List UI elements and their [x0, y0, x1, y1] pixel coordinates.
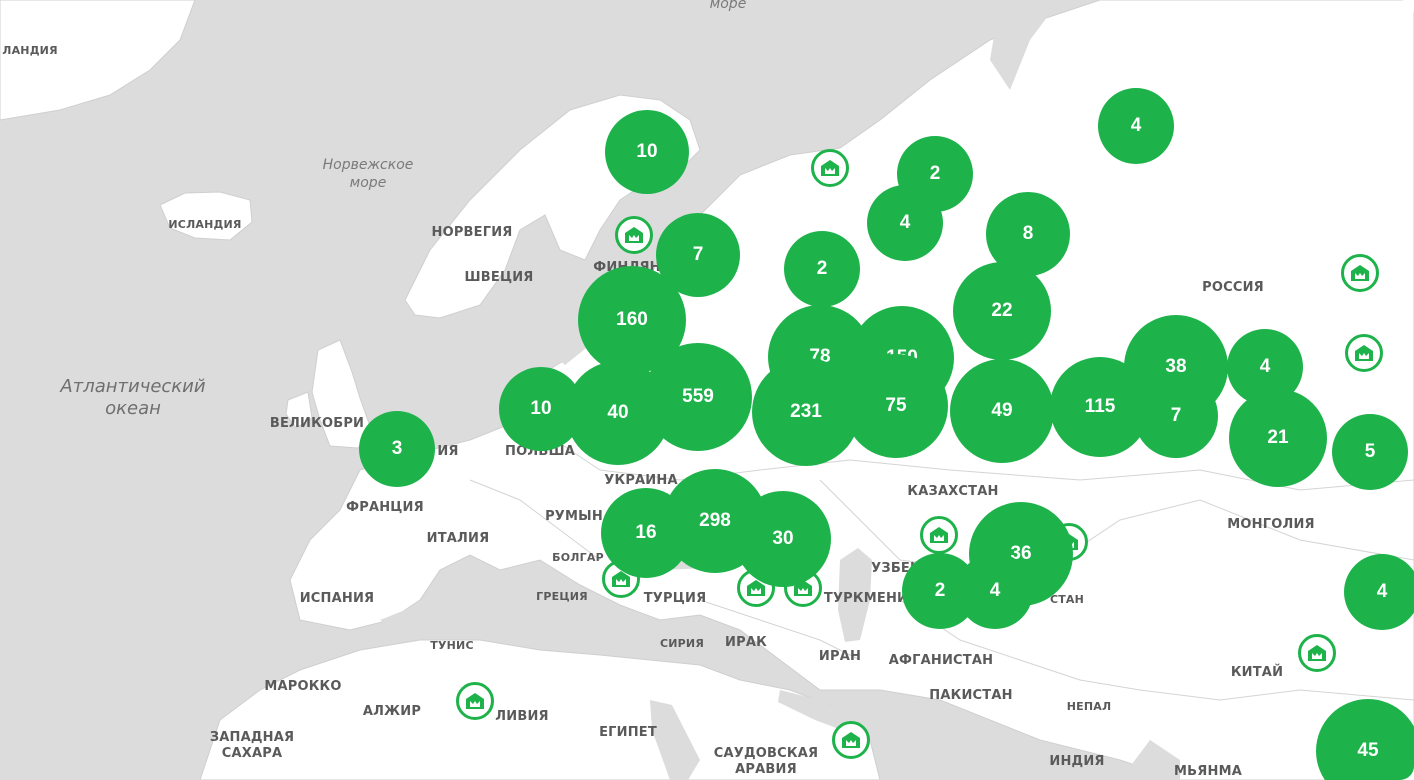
country-label-mongolia: МОНГОЛИЯ: [1227, 517, 1315, 532]
country-label-china: КИТАЙ: [1230, 665, 1284, 680]
country-label-greece: ГРЕЦИЯ: [536, 590, 588, 603]
store-icon: [612, 571, 630, 587]
cluster-c-4-far-east[interactable]: 4: [1344, 554, 1414, 630]
country-label-tunisia: ТУНИС: [430, 639, 474, 652]
cluster-c-22[interactable]: 22: [953, 262, 1051, 360]
country-label-turkmenistan: ТУРКМЕНИ: [823, 591, 909, 606]
country-label-afghanistan: АФГАНИСТАН: [888, 653, 994, 668]
country-label-egypt: ЕГИПЕТ: [599, 725, 657, 740]
cluster-c-2-center[interactable]: 2: [784, 231, 860, 307]
country-label-iceland: ИСЛАНДИЯ: [168, 218, 242, 231]
store-icon: [842, 732, 860, 748]
country-label-india: ИНДИЯ: [1049, 754, 1105, 769]
country-label-w-sahara: ЗАПАДНАЯ САХАРА: [209, 730, 295, 761]
country-label-sweden: ШВЕЦИЯ: [464, 270, 534, 285]
country-label-algeria: АЛЖИР: [362, 704, 422, 719]
store-marker-m-5[interactable]: [920, 516, 958, 554]
country-label-iran: ИРАН: [818, 649, 862, 664]
cluster-c-21[interactable]: 21: [1229, 389, 1327, 487]
store-marker-m-3[interactable]: [1341, 254, 1379, 292]
store-icon: [1308, 645, 1326, 661]
store-icon: [625, 227, 643, 243]
cluster-c-49[interactable]: 49: [950, 359, 1054, 463]
cluster-c-10-north[interactable]: 10: [605, 110, 689, 194]
country-label-uk: ВЕЛИКОБРИ: [269, 416, 365, 431]
cluster-c-4-north[interactable]: 4: [867, 185, 943, 261]
cluster-c-75[interactable]: 75: [844, 354, 948, 458]
store-marker-m-12[interactable]: [832, 721, 870, 759]
store-icon: [466, 693, 484, 709]
cluster-c-40[interactable]: 40: [566, 361, 670, 465]
store-marker-m-2[interactable]: [615, 216, 653, 254]
cluster-c-45[interactable]: 45: [1316, 699, 1414, 780]
cluster-c-231[interactable]: 231: [752, 358, 860, 466]
cluster-c-5[interactable]: 5: [1332, 414, 1408, 490]
country-label-nepal: НЕПАЛ: [1066, 700, 1112, 713]
sea-label-sea-norwegian: Норвежское море: [322, 157, 414, 191]
store-icon: [930, 527, 948, 543]
country-label-turkey: ТУРЦИЯ: [643, 591, 707, 606]
country-label-libya: ЛИВИЯ: [495, 709, 549, 724]
country-label-myanmar: МЬЯНМА: [1174, 764, 1242, 779]
country-label-bulgaria: БОЛГАР: [552, 551, 604, 564]
cluster-c-4-arctic[interactable]: 4: [1098, 88, 1174, 164]
country-label-romania: РУМЫН: [545, 509, 603, 524]
cluster-c-30[interactable]: 30: [735, 491, 831, 587]
country-label-pakistan: ПАКИСТАН: [929, 688, 1013, 703]
country-label-france: ФРАНЦИЯ: [346, 500, 424, 515]
store-marker-m-1[interactable]: [811, 149, 849, 187]
cluster-c-4-south[interactable]: 4: [957, 553, 1033, 629]
country-label-iraq: ИРАК: [725, 635, 767, 650]
cluster-c-7-east[interactable]: 7: [1134, 374, 1218, 458]
country-label-russia: РОССИЯ: [1202, 280, 1264, 295]
store-icon: [1351, 265, 1369, 281]
country-label-kazakhstan: КАЗАХСТАН: [907, 484, 999, 499]
store-marker-m-4[interactable]: [1345, 334, 1383, 372]
country-label-morocco: МАРОККО: [264, 679, 342, 694]
store-marker-m-10[interactable]: [1298, 634, 1336, 672]
store-icon: [821, 160, 839, 176]
store-marker-m-11[interactable]: [456, 682, 494, 720]
country-label-norway: НОРВЕГИЯ: [431, 225, 513, 240]
store-icon: [1355, 345, 1373, 361]
sea-label-sea-atlantic: Атлантический океан: [60, 376, 206, 419]
country-label-spain: ИСПАНИЯ: [299, 591, 375, 606]
country-label-syria: СИРИЯ: [659, 637, 705, 650]
cluster-c-3[interactable]: 3: [359, 411, 435, 487]
country-label-kyrgyz-part: СТАН: [1049, 593, 1085, 606]
country-label-ukraine: УКРАИНА: [604, 473, 678, 488]
sea-label-sea-barents: море: [709, 0, 747, 12]
cluster-c-115[interactable]: 115: [1050, 357, 1150, 457]
country-label-germany-part: ИЯ: [437, 444, 459, 459]
country-label-greenland: ЛАНДИЯ: [2, 44, 58, 57]
country-label-poland: ПОЛЬША: [505, 444, 575, 459]
country-label-saudi: САУДОВСКАЯ АРАВИЯ: [713, 746, 819, 777]
country-label-italy: ИТАЛИЯ: [426, 531, 490, 546]
store-icon: [747, 580, 765, 596]
